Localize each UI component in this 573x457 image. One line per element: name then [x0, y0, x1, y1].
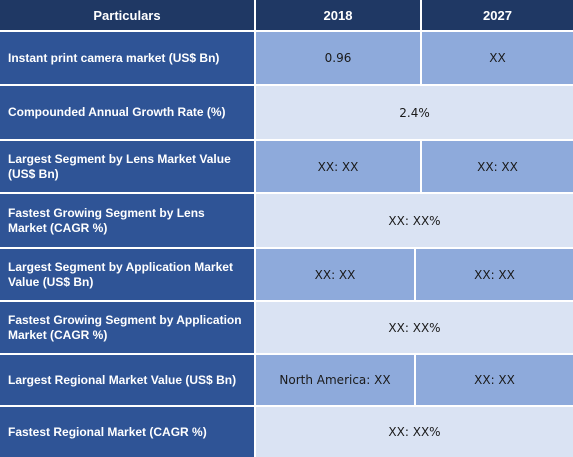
header-year-2027: 2027	[422, 0, 573, 30]
row-market-size-2027: XX	[422, 32, 573, 84]
row-fastest-lens-value: XX: XX%	[256, 194, 573, 247]
row-label-fastest-application: Fastest Growing Segment by Application M…	[0, 302, 254, 353]
row-label-market-size: Instant print camera market (US$ Bn)	[0, 32, 254, 84]
row-largest-region-2018: North America: XX	[256, 355, 414, 405]
row-fastest-region-value: XX: XX%	[256, 407, 573, 457]
row-label-cagr: Compounded Annual Growth Rate (%)	[0, 86, 254, 139]
row-largest-lens-2027: XX: XX	[422, 141, 573, 192]
row-label-largest-application: Largest Segment by Application Market Va…	[0, 249, 254, 300]
row-label-fastest-region: Fastest Regional Market (CAGR %)	[0, 407, 254, 457]
header-particulars: Particulars	[0, 0, 254, 30]
row-largest-application-2027: XX: XX	[416, 249, 573, 300]
row-largest-application-2018: XX: XX	[256, 249, 414, 300]
header-year-2018: 2018	[256, 0, 420, 30]
row-largest-region-2027: XX: XX	[416, 355, 573, 405]
row-market-size-2018: 0.96	[256, 32, 420, 84]
row-label-fastest-lens: Fastest Growing Segment by Lens Market (…	[0, 194, 254, 247]
row-cagr-value: 2.4%	[256, 86, 573, 139]
row-label-largest-region: Largest Regional Market Value (US$ Bn)	[0, 355, 254, 405]
row-largest-lens-2018: XX: XX	[256, 141, 420, 192]
row-label-largest-lens: Largest Segment by Lens Market Value (US…	[0, 141, 254, 192]
row-fastest-application-value: XX: XX%	[256, 302, 573, 353]
